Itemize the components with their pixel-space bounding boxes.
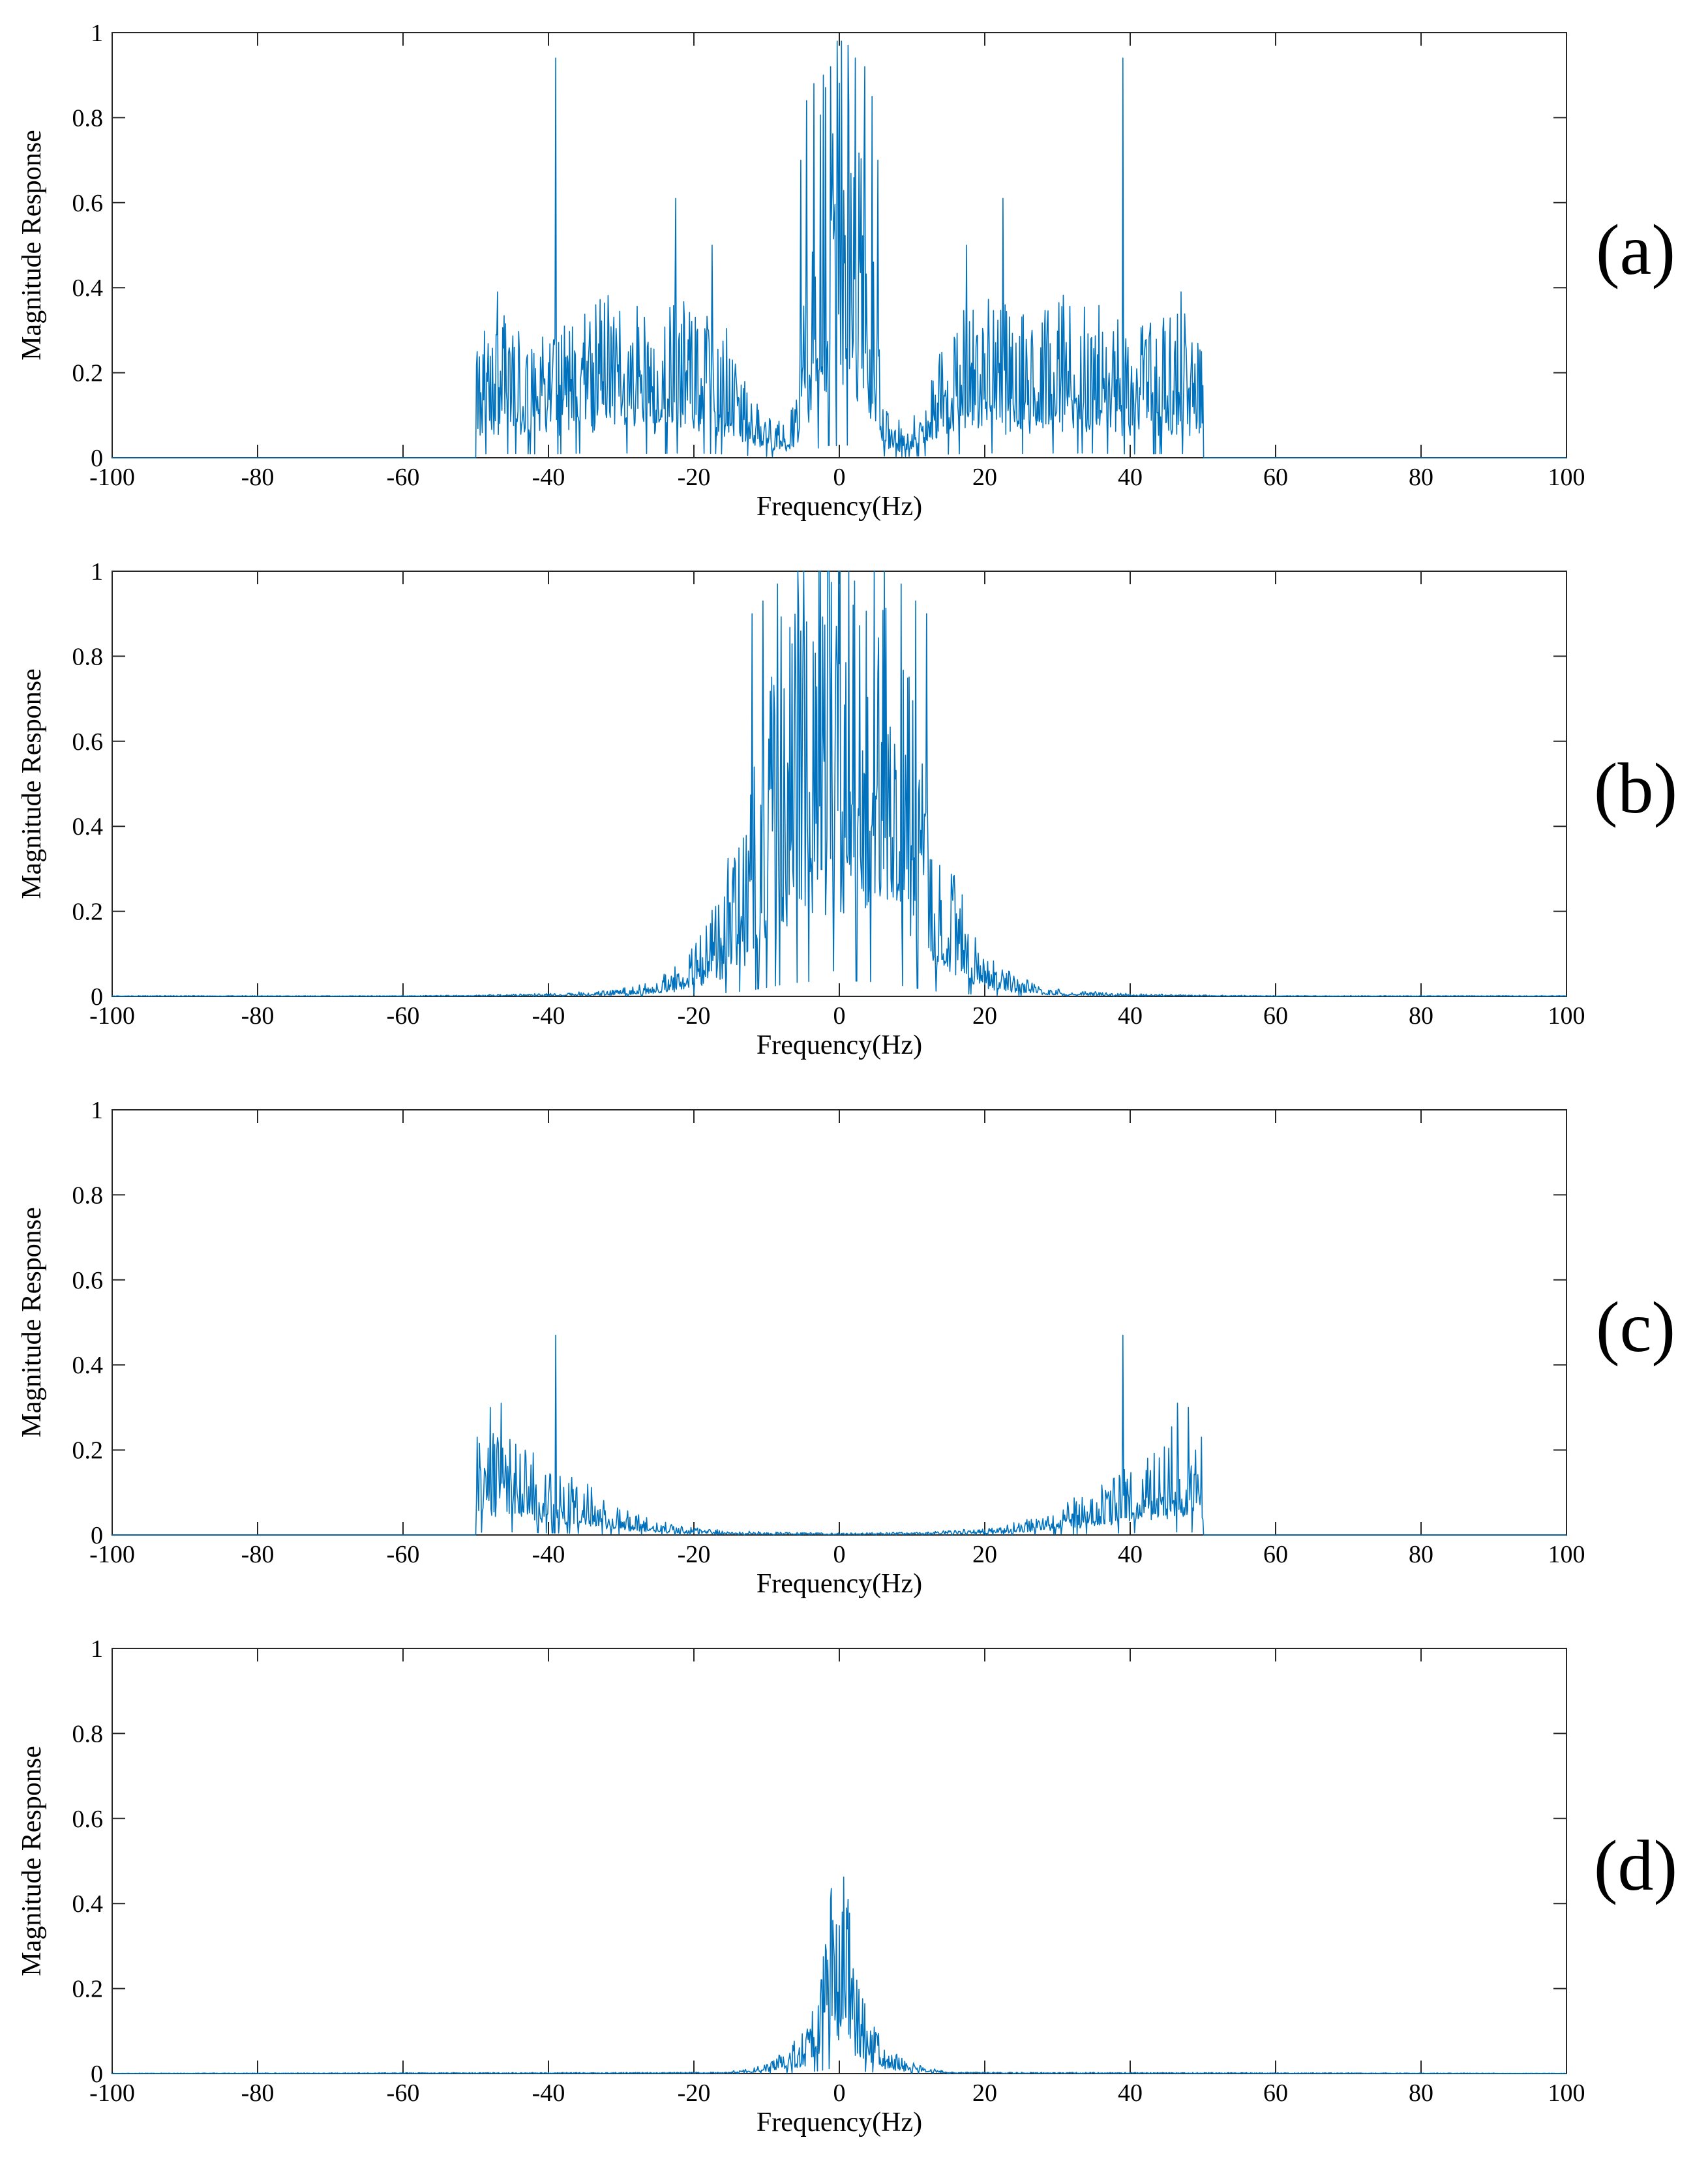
x-axis-label: Frequency(Hz) [757,2107,922,2137]
y-tick-label: 1 [91,1097,103,1124]
spectrum-line [112,40,1566,458]
y-tick-label: 0 [91,1522,103,1549]
y-tick-label: 0.2 [72,1976,104,2003]
x-tick-label: -20 [678,2079,711,2107]
x-tick-label: -100 [89,1002,135,1030]
x-tick-label: -60 [387,464,420,491]
x-tick-label: -100 [89,2079,135,2107]
y-tick-label: 0.4 [72,275,104,302]
y-tick-label: 0.4 [72,1352,104,1379]
panel-1: -100 -80 -60 -40 -20 0 20 40 60 80 100 0 0.2 0.4 0.6 0.… [17,20,1675,522]
x-tick-label: -60 [387,2079,420,2107]
axes-box [112,1109,1567,1536]
x-tick-label: -80 [241,1002,275,1030]
x-tick-label: 20 [972,2079,997,2107]
x-tick-label: -60 [387,1541,420,1568]
x-tick-label: 0 [833,2079,846,2107]
y-tick-label: 0.2 [72,1437,104,1465]
x-tick-label: -100 [89,1541,135,1568]
x-tick-label: 100 [1548,464,1585,491]
x-tick-label: -40 [532,1002,565,1030]
x-tick-label: 80 [1409,1002,1433,1030]
y-tick-label: 0.2 [72,899,104,926]
x-tick-label: 40 [1118,1002,1143,1030]
x-tick-label: 60 [1263,2079,1288,2107]
y-axis-label: Magnitude Response [17,1746,47,1976]
y-axis-label: Magnitude Response [17,130,47,360]
panel-label: (c) [1596,1287,1675,1367]
x-tick-label: -20 [678,1002,711,1030]
x-tick-label: -80 [241,2079,275,2107]
x-tick-label: -40 [532,464,565,491]
x-tick-label: -20 [678,1541,711,1568]
axes-box [112,1648,1567,2074]
x-tick-label: -100 [89,464,135,491]
x-tick-label: 100 [1548,1541,1585,1568]
x-tick-label: -20 [678,464,711,491]
spectrum-line [112,1876,1567,2074]
x-tick-label: 0 [833,1541,846,1568]
panel-label: (b) [1594,749,1677,828]
y-axis-label: Magnitude Response [17,1207,47,1437]
panel-4: -100 -80 -60 -40 -20 0 20 40 60 80 100 0 0.2 0.4 0.6 0.… [17,1635,1677,2137]
x-tick-label: 20 [972,464,997,491]
y-tick-label: 0.8 [72,1720,104,1748]
x-axis-label: Frequency(Hz) [757,1030,922,1060]
x-tick-label: 60 [1263,1002,1288,1030]
x-tick-label: 0 [833,1002,846,1030]
x-tick-label: 60 [1263,1541,1288,1568]
y-tick-label: 0 [91,983,103,1011]
x-tick-label: -80 [241,1541,275,1568]
y-tick-label: 0.8 [72,104,104,132]
y-tick-label: 0.4 [72,1890,104,1918]
y-tick-label: 1 [91,1635,103,1663]
y-tick-label: 0.6 [72,1267,104,1294]
y-tick-label: 0.6 [72,190,104,217]
y-tick-label: 0.6 [72,728,104,756]
x-tick-label: 60 [1263,464,1288,491]
y-tick-label: 0.8 [72,1182,104,1209]
y-tick-label: 0 [91,445,103,472]
x-tick-label: -60 [387,1002,420,1030]
x-tick-label: 80 [1409,1541,1433,1568]
x-tick-label: -40 [532,1541,565,1568]
x-tick-label: 0 [833,464,846,491]
x-tick-label: 80 [1409,2079,1433,2107]
x-tick-label: 40 [1118,2079,1143,2107]
x-tick-label: 20 [972,1002,997,1030]
x-tick-label: 40 [1118,1541,1143,1568]
y-tick-label: 0.8 [72,643,104,670]
x-tick-label: 80 [1409,464,1433,491]
y-tick-label: 0.6 [72,1806,104,1833]
panel-2: -100 -80 -60 -40 -20 0 20 40 60 80 100 0 0.2 0.4 0.6 0.… [17,558,1677,1060]
y-tick-label: 0.4 [72,813,104,841]
x-tick-label: -80 [241,464,275,491]
x-axis-label: Frequency(Hz) [757,1569,922,1599]
y-tick-label: 1 [91,20,103,47]
y-tick-label: 1 [91,558,103,586]
x-tick-label: 40 [1118,464,1143,491]
spectrum-line [112,571,1567,997]
x-tick-label: 100 [1548,2079,1585,2107]
x-tick-label: 100 [1548,1002,1585,1030]
x-tick-label: -40 [532,2079,565,2107]
y-tick-label: 0 [91,2061,103,2088]
y-axis-label: Magnitude Response [17,668,47,899]
x-tick-label: 20 [972,1541,997,1568]
x-axis-label: Frequency(Hz) [757,492,922,522]
y-tick-label: 0.2 [72,360,104,387]
panel-label: (d) [1594,1826,1677,1905]
spectrum-line [112,1334,1566,1536]
panel-label: (a) [1596,210,1675,290]
panel-3: -100 -80 -60 -40 -20 0 20 40 60 80 100 0 0.2 0.4 0.6 0.… [17,1097,1675,1599]
